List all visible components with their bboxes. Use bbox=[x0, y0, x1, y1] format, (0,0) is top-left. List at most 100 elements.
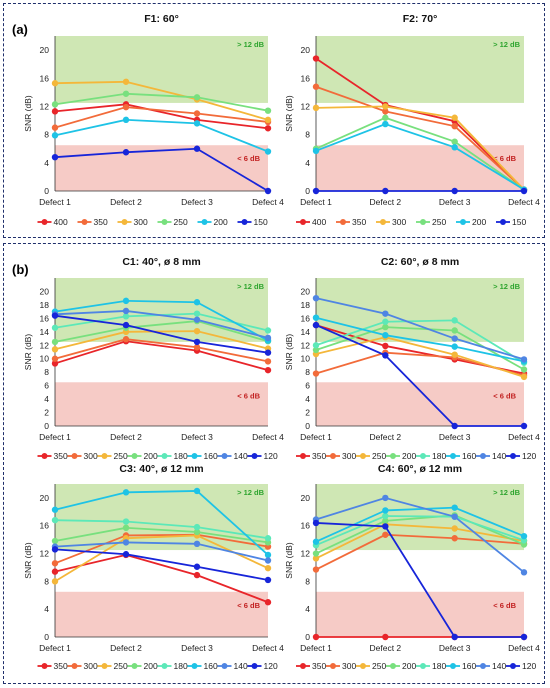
f2-series-300-point bbox=[451, 114, 458, 121]
c4-legend-swatch-marker bbox=[390, 663, 396, 669]
c2-xtick-label: Defect 4 bbox=[508, 432, 540, 442]
c4-ytick-label: 20 bbox=[301, 493, 311, 503]
panel-b-frame bbox=[3, 243, 545, 684]
c3-zone-low bbox=[55, 591, 268, 637]
c1-series-250-point bbox=[193, 327, 201, 335]
c1-ytick-label: 6 bbox=[44, 381, 49, 391]
f2-series-150-point bbox=[382, 187, 389, 195]
c4-ytick-label: 8 bbox=[305, 576, 310, 586]
c2-series-140-point bbox=[451, 335, 458, 342]
c3-legend-swatch-marker bbox=[251, 663, 258, 669]
c2-series-160-point bbox=[312, 314, 320, 321]
c2-legend-label: 140 bbox=[492, 451, 506, 461]
c4-series-160-line bbox=[315, 506, 525, 543]
c3-ylabel: SNR (dB) bbox=[23, 542, 33, 579]
c2-series-180-point bbox=[382, 318, 389, 325]
c3-series-200-point bbox=[193, 528, 201, 536]
c3-legend-label: 120 bbox=[264, 661, 278, 671]
f2-xtick-label: Defect 3 bbox=[439, 197, 471, 207]
f1-legend-swatch-marker bbox=[241, 219, 248, 225]
c1-series-180-point bbox=[193, 310, 201, 317]
c1-series-300-point bbox=[264, 358, 272, 365]
f1-series-300-point bbox=[264, 116, 272, 124]
c1-series-140-point bbox=[264, 334, 272, 342]
c3-series-350-line bbox=[54, 554, 269, 604]
f2-ytick-label: 20 bbox=[301, 45, 311, 55]
f2-series-350-point bbox=[382, 108, 389, 115]
f2-legend-swatch-marker bbox=[300, 219, 306, 225]
c3-xtick-label: Defect 1 bbox=[39, 643, 71, 653]
f2-legend-swatch-marker bbox=[420, 219, 426, 225]
c2-series-200-line bbox=[315, 326, 525, 371]
f1-series-150-line bbox=[54, 147, 269, 192]
f1-series-400-point bbox=[51, 108, 59, 115]
c4-series-140-point bbox=[520, 569, 528, 576]
f1-series-300-line bbox=[54, 80, 269, 121]
c2-ytick-label: 14 bbox=[301, 327, 311, 337]
c2-zone-low-label: < 6 dB bbox=[493, 391, 516, 400]
c1-series-120-point bbox=[264, 349, 272, 356]
c3-series-160-point bbox=[193, 487, 201, 495]
f2-series-400-point bbox=[312, 55, 320, 62]
c1-series-180-point bbox=[122, 313, 130, 320]
c2-legend-label: 300 bbox=[342, 451, 356, 461]
c4-legend-swatch-marker bbox=[300, 663, 306, 669]
c2-series-140-point bbox=[312, 294, 320, 302]
c4-series-250-line bbox=[315, 523, 525, 560]
c4-series-350-point bbox=[382, 633, 389, 641]
c1-ytick-label: 18 bbox=[40, 300, 50, 310]
c2-series-250-line bbox=[315, 336, 525, 378]
f2-legend-swatch-marker bbox=[500, 219, 506, 225]
c3-xtick-label: Defect 4 bbox=[252, 643, 284, 653]
f1-series-300-point bbox=[51, 80, 59, 87]
c1-ytick-label: 14 bbox=[40, 327, 50, 337]
c1-xtick-label: Defect 3 bbox=[181, 432, 213, 442]
c4-series-200-point bbox=[382, 517, 389, 525]
c2-ytick-label: 2 bbox=[305, 408, 310, 418]
c1-series-300-line bbox=[54, 338, 269, 363]
c4-legend-label: 180 bbox=[432, 661, 446, 671]
c2-series-200-point bbox=[312, 346, 320, 354]
c4-series-180-line bbox=[315, 515, 525, 547]
c1-series-140-line bbox=[54, 310, 269, 339]
f1-xtick-label: Defect 4 bbox=[252, 197, 284, 207]
f1-legend-swatch-marker bbox=[81, 219, 88, 225]
c3-zone-low-label: < 6 dB bbox=[237, 601, 260, 610]
c1-series-350-point bbox=[264, 366, 272, 374]
c4-zone-high-label: > 12 dB bbox=[493, 488, 520, 497]
c2-xtick-label: Defect 3 bbox=[439, 432, 471, 442]
c3-ytick-label: 20 bbox=[40, 493, 50, 503]
c1-ytick-label: 0 bbox=[44, 421, 49, 431]
c1-xtick-label: Defect 1 bbox=[39, 432, 71, 442]
f2-ytick-label: 8 bbox=[305, 130, 310, 140]
c3-legend-swatch-marker bbox=[161, 663, 168, 669]
c4-series-250-point bbox=[451, 525, 458, 532]
c1-legend-label: 140 bbox=[234, 451, 248, 461]
f1-title: F1: 60° bbox=[144, 13, 179, 25]
f1-series-350-point bbox=[51, 124, 59, 131]
f1-series-250-point bbox=[193, 94, 201, 101]
c4-series-140-point bbox=[451, 513, 458, 520]
c4-xtick-label: Defect 2 bbox=[370, 643, 402, 653]
c4-ytick-label: 4 bbox=[305, 604, 310, 614]
f1-ylabel: SNR (dB) bbox=[23, 95, 33, 132]
c1-title: C1: 40°, ø 8 mm bbox=[122, 256, 200, 268]
c3-series-120-line bbox=[54, 548, 269, 581]
c2-series-200-point bbox=[520, 366, 528, 373]
c1-zone-high-label: > 12 dB bbox=[237, 282, 264, 291]
f2-series-150-point bbox=[520, 187, 528, 195]
c4-legend-swatch-marker bbox=[360, 663, 366, 669]
c4-series-300-line bbox=[315, 533, 525, 571]
c4-series-300-point bbox=[451, 535, 458, 542]
f2-legend-label: 400 bbox=[312, 217, 326, 227]
c4-series-120-point bbox=[312, 519, 320, 527]
c3-legend-label: 140 bbox=[234, 661, 248, 671]
c2-ytick-label: 10 bbox=[301, 354, 311, 364]
c4-series-180-point bbox=[382, 512, 389, 520]
c3-series-200-line bbox=[54, 526, 269, 544]
c2-series-300-point bbox=[312, 370, 320, 377]
c2-series-120-line bbox=[315, 324, 524, 427]
c1-series-250-point bbox=[51, 346, 59, 353]
f1-ytick-label: 20 bbox=[40, 45, 50, 55]
f2-series-350-point bbox=[312, 83, 320, 90]
